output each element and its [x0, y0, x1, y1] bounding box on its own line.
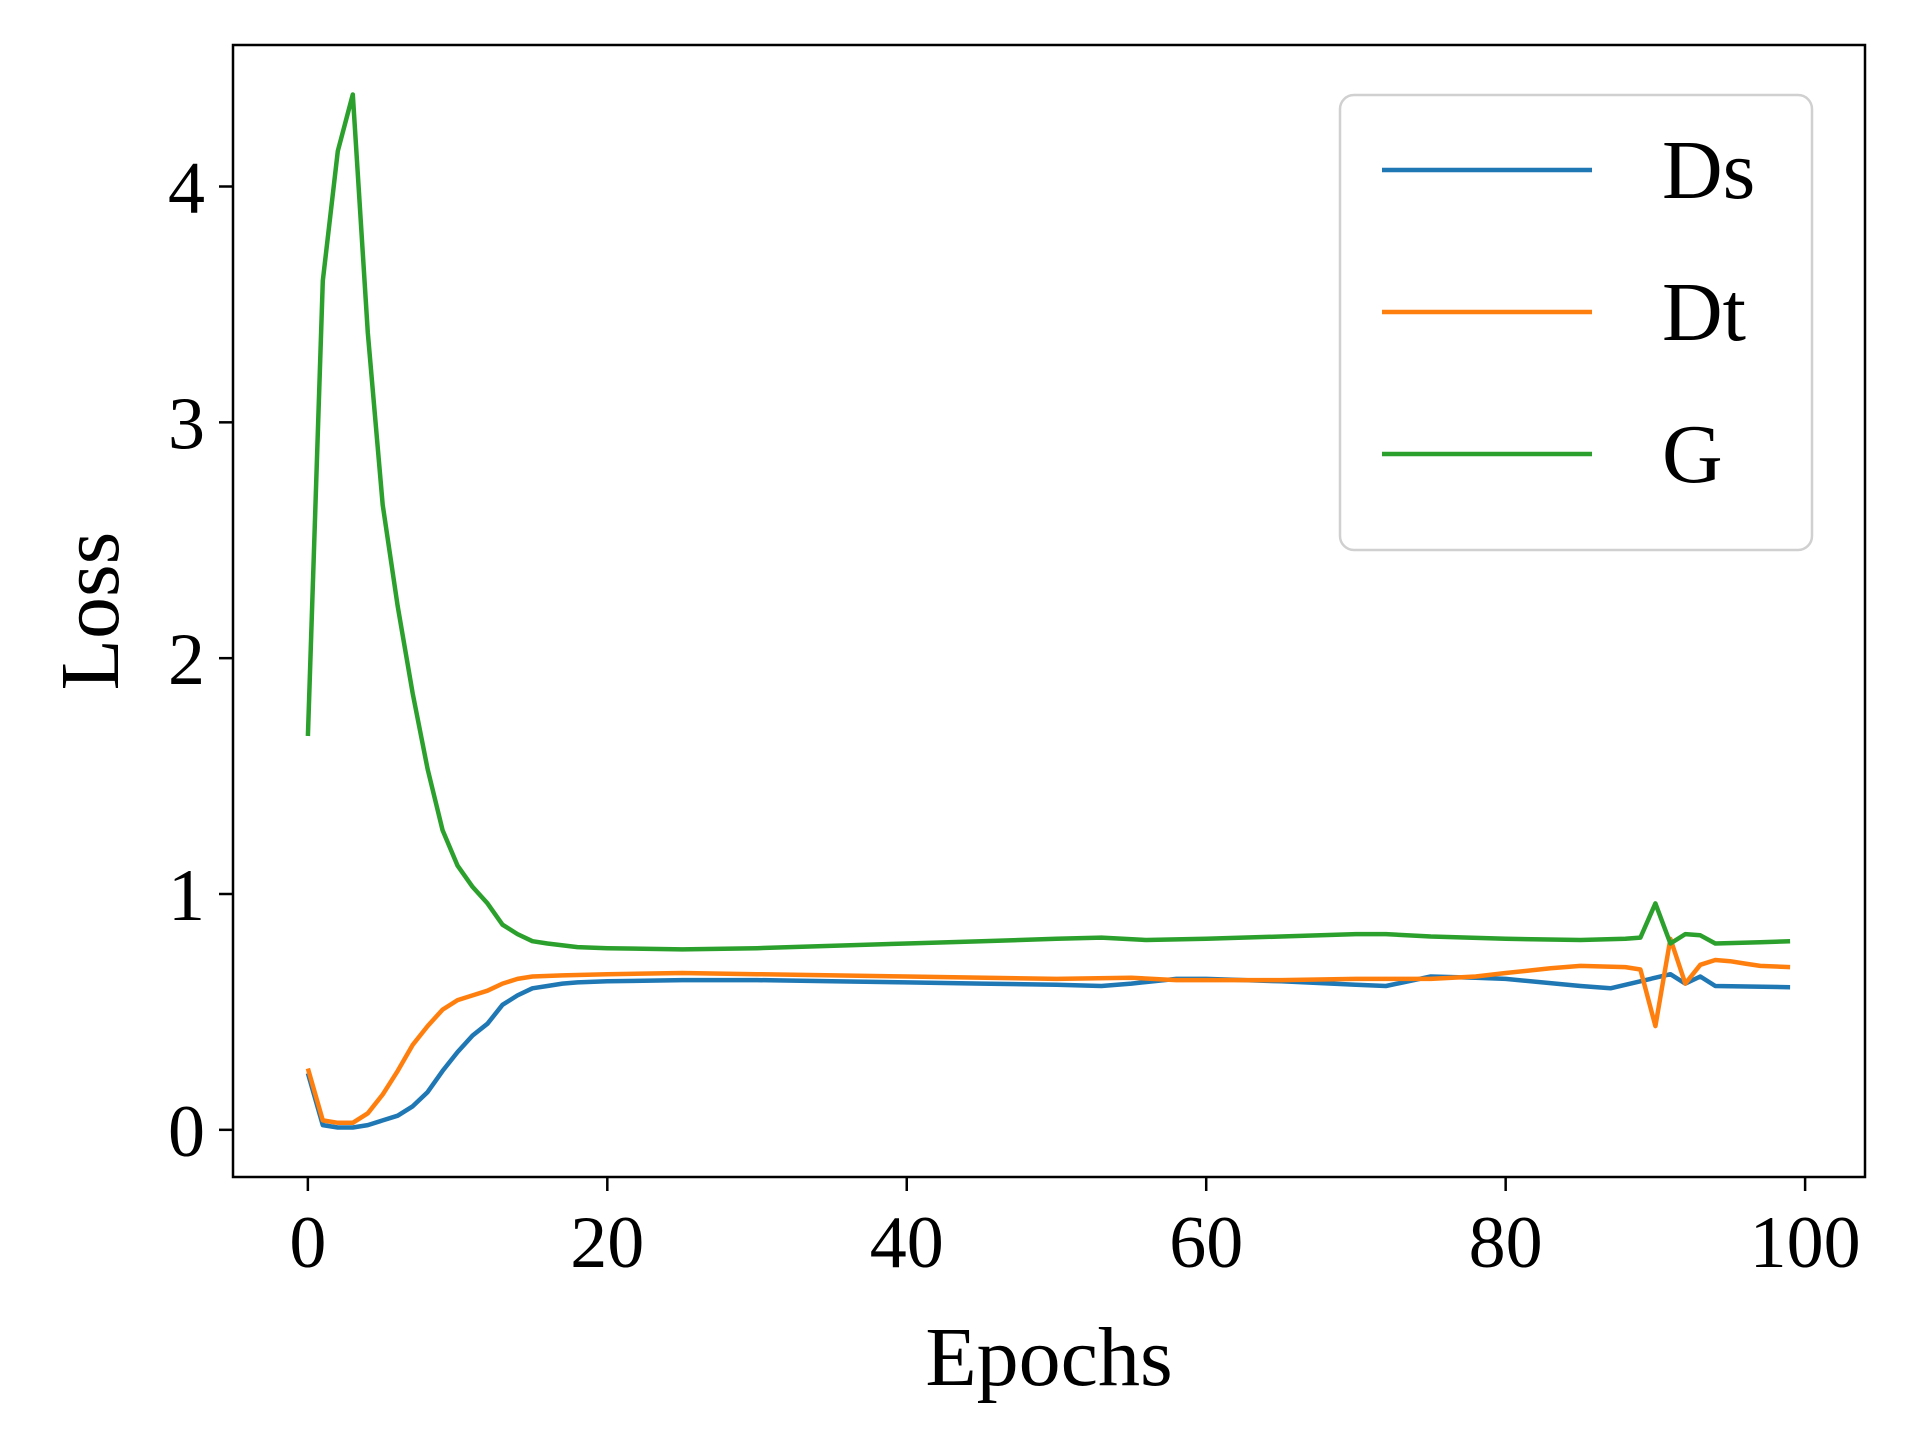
y-tick-label: 0: [168, 1091, 205, 1173]
y-axis-ticks: 0 1 2 3 4: [168, 148, 233, 1173]
x-tick-label: 60: [1169, 1202, 1243, 1284]
series-layer: [305, 92, 1791, 1130]
x-axis-label: Epochs: [925, 1311, 1172, 1404]
y-tick-label: 4: [168, 148, 205, 230]
legend-label-dt: Dt: [1662, 266, 1746, 359]
x-tick-label: 80: [1469, 1202, 1543, 1284]
series-line-ds: [305, 971, 1791, 1130]
x-tick-label: 0: [289, 1202, 326, 1284]
x-tick-label: 40: [870, 1202, 944, 1284]
legend-items: Ds Dt G: [1382, 124, 1755, 501]
series-line-dt: [305, 936, 1791, 1126]
y-tick-label: 1: [168, 855, 205, 937]
x-tick-label: 20: [570, 1202, 644, 1284]
y-axis-label: Loss: [44, 532, 137, 691]
series-line-g: [305, 92, 1791, 952]
y-tick-label: 3: [168, 383, 205, 465]
legend-box: [1338, 93, 1814, 552]
legend: Ds Dt G: [1338, 93, 1814, 552]
x-axis-ticks: 0 20 40 60 80 100: [289, 1177, 1861, 1284]
legend-label-ds: Ds: [1662, 124, 1755, 217]
y-tick-label: 2: [168, 619, 205, 701]
x-tick-label: 100: [1750, 1202, 1861, 1284]
legend-label-g: G: [1662, 408, 1723, 501]
